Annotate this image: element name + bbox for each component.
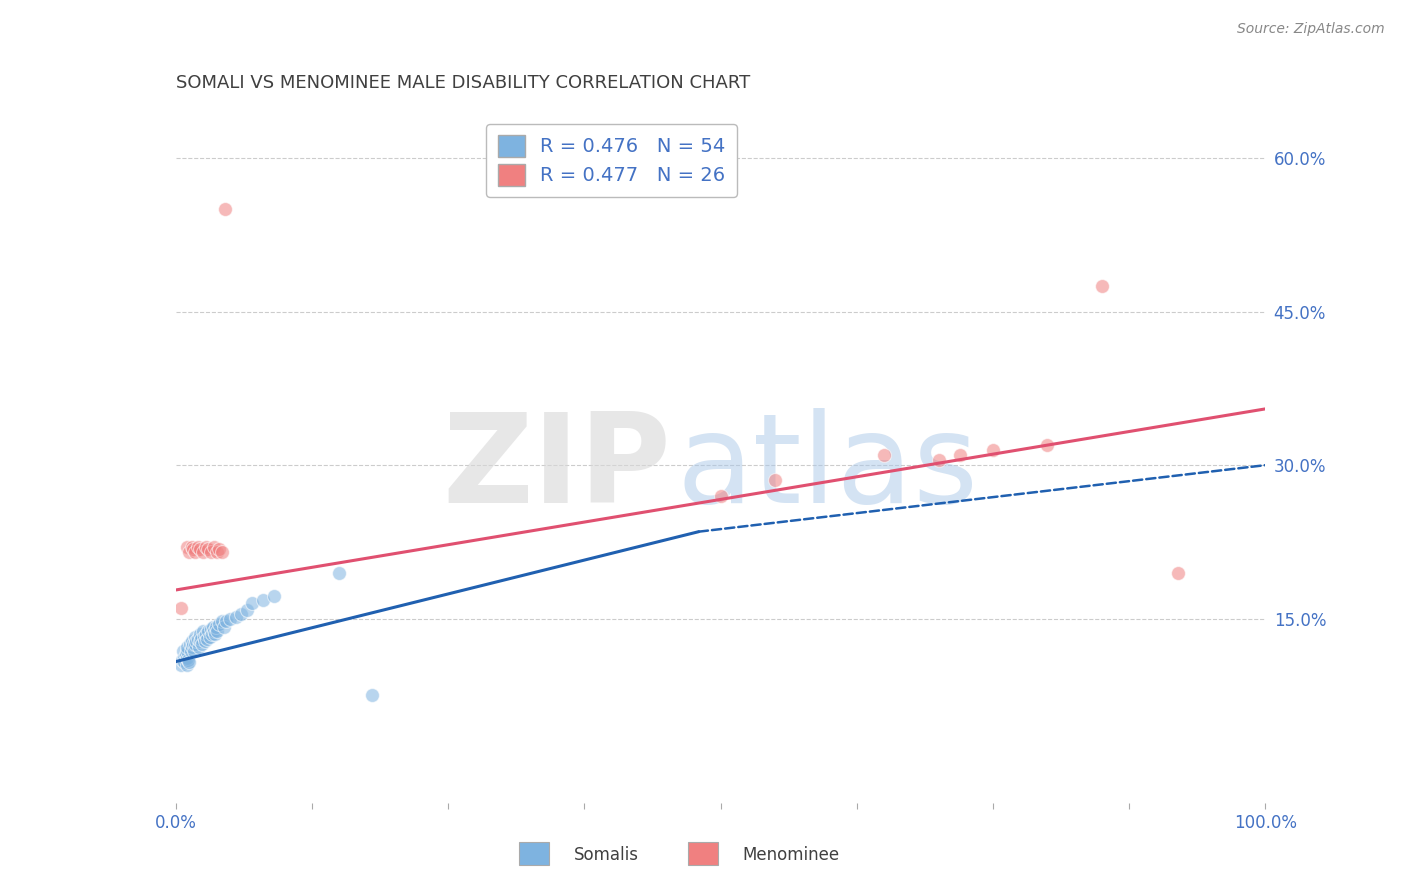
Point	[176, 640, 198, 655]
Point	[188, 627, 211, 641]
Point	[176, 650, 198, 665]
Point	[219, 612, 242, 626]
Point	[197, 542, 219, 557]
Point	[200, 545, 222, 559]
Point	[200, 622, 222, 636]
Point	[186, 540, 209, 554]
Point	[195, 632, 218, 646]
Point	[1167, 566, 1189, 580]
Point	[187, 640, 209, 655]
Point	[193, 630, 215, 644]
Point	[212, 620, 235, 634]
Text: Source: ZipAtlas.com: Source: ZipAtlas.com	[1237, 22, 1385, 37]
Point	[181, 634, 204, 648]
Point	[215, 614, 238, 628]
Point	[183, 644, 205, 658]
Point	[205, 624, 228, 638]
Point	[214, 202, 236, 217]
Point	[710, 489, 733, 503]
Legend: R = 0.476   N = 54, R = 0.477   N = 26: R = 0.476 N = 54, R = 0.477 N = 26	[486, 124, 737, 197]
Point	[191, 624, 214, 638]
Point	[181, 542, 204, 557]
Point	[208, 542, 231, 557]
Point	[184, 630, 207, 644]
Point	[205, 545, 228, 559]
Point	[981, 442, 1004, 457]
Point	[190, 632, 212, 646]
Point	[204, 627, 226, 641]
Point	[176, 644, 198, 658]
Text: atlas: atlas	[678, 409, 979, 529]
Point	[1091, 279, 1114, 293]
Point	[202, 540, 225, 554]
Point	[763, 474, 786, 488]
Point	[184, 637, 207, 651]
Text: Somalis: Somalis	[574, 846, 638, 863]
Point	[201, 627, 224, 641]
Point	[191, 545, 214, 559]
Point	[949, 448, 972, 462]
Point	[211, 545, 233, 559]
Point	[1036, 438, 1059, 452]
Point	[194, 634, 217, 648]
Point	[177, 652, 200, 666]
Point	[188, 634, 211, 648]
Point	[211, 614, 233, 628]
Point	[181, 640, 204, 655]
Point	[179, 637, 201, 651]
Point	[240, 596, 263, 610]
Point	[231, 607, 253, 621]
Point	[198, 630, 221, 644]
Point	[188, 542, 211, 557]
Point	[170, 601, 193, 615]
Point	[263, 589, 285, 603]
Point	[201, 620, 224, 634]
Point	[184, 545, 207, 559]
Point	[235, 603, 257, 617]
Point	[173, 650, 195, 665]
Point	[180, 644, 202, 658]
Point	[173, 655, 195, 669]
Point	[186, 632, 209, 646]
Point	[177, 655, 200, 669]
Point	[328, 566, 350, 580]
Point	[181, 540, 204, 554]
Point	[202, 624, 225, 638]
FancyBboxPatch shape	[688, 842, 718, 865]
Text: ZIP: ZIP	[443, 409, 672, 529]
Point	[873, 448, 896, 462]
Point	[176, 540, 198, 554]
Text: Menominee: Menominee	[742, 846, 839, 863]
Point	[928, 453, 950, 467]
Point	[177, 545, 200, 559]
Point	[205, 620, 228, 634]
Point	[208, 616, 231, 631]
FancyBboxPatch shape	[519, 842, 550, 865]
Point	[197, 624, 219, 638]
Point	[181, 637, 204, 651]
Point	[172, 644, 194, 658]
Point	[225, 609, 247, 624]
Point	[360, 689, 382, 703]
Point	[195, 540, 218, 554]
Point	[172, 652, 194, 666]
Point	[174, 648, 197, 662]
Point	[170, 657, 193, 672]
Text: SOMALI VS MENOMINEE MALE DISABILITY CORRELATION CHART: SOMALI VS MENOMINEE MALE DISABILITY CORR…	[176, 74, 749, 92]
Point	[176, 657, 198, 672]
Point	[252, 593, 274, 607]
Point	[195, 627, 218, 641]
Point	[186, 634, 208, 648]
Point	[191, 637, 214, 651]
